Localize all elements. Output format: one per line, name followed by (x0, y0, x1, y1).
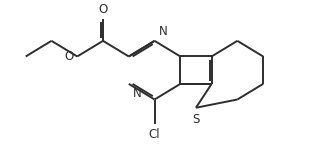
Text: N: N (133, 87, 142, 100)
Text: Cl: Cl (149, 128, 160, 141)
Text: O: O (98, 3, 108, 16)
Text: O: O (65, 50, 74, 63)
Text: N: N (159, 25, 167, 38)
Text: S: S (192, 113, 200, 126)
